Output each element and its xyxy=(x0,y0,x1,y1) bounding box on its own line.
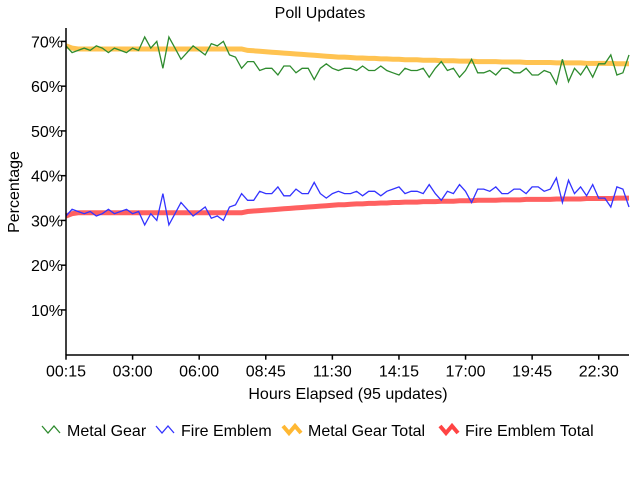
legend-item: Fire Emblem Total xyxy=(440,423,594,440)
legend-item: Fire Emblem xyxy=(156,423,272,440)
y-tick-label: 40% xyxy=(31,169,63,186)
y-tick-label: 10% xyxy=(31,303,63,320)
legend-label: Fire Emblem xyxy=(181,423,272,440)
x-tick-label: 00:15 xyxy=(46,364,86,381)
x-tick-label: 08:45 xyxy=(246,364,286,381)
legend-swatch-icon xyxy=(440,426,458,433)
legend-swatch-icon xyxy=(42,426,60,433)
legend-label: Fire Emblem Total xyxy=(465,423,594,440)
legend-swatch-icon xyxy=(283,426,301,433)
y-tick-label: 20% xyxy=(31,258,63,275)
legend-item: Metal Gear Total xyxy=(283,423,425,440)
y-tick-label: 30% xyxy=(31,213,63,230)
x-axis-ticks: 00:15 03:00 06:00 08:45 11:30 14:15 17:00 19:45… xyxy=(46,355,619,381)
legend-label: Metal Gear xyxy=(67,423,147,440)
plot-area xyxy=(66,37,629,225)
x-tick-label: 14:15 xyxy=(379,364,419,381)
chart-title: Poll Updates xyxy=(275,5,366,22)
y-axis-label: Percentage xyxy=(6,151,23,233)
legend-item: Metal Gear xyxy=(42,423,147,440)
x-axis-label: Hours Elapsed (95 updates) xyxy=(248,386,447,403)
x-tick-label: 03:00 xyxy=(113,364,153,381)
x-tick-label: 06:00 xyxy=(179,364,219,381)
y-axis-ticks: 10% 20% 30% 40% 50% 60% 70% xyxy=(31,34,66,320)
y-tick-label: 60% xyxy=(31,79,63,96)
legend: Metal Gear Fire Emblem Metal Gear Total Fir… xyxy=(42,423,594,440)
x-tick-label: 17:00 xyxy=(446,364,486,381)
legend-swatch-icon xyxy=(156,426,174,433)
x-tick-label: 19:45 xyxy=(512,364,552,381)
x-tick-label: 22:30 xyxy=(579,364,619,381)
y-tick-label: 50% xyxy=(31,124,63,141)
x-tick-label: 11:30 xyxy=(313,364,352,381)
y-tick-label: 70% xyxy=(31,34,63,51)
legend-label: Metal Gear Total xyxy=(308,423,425,440)
